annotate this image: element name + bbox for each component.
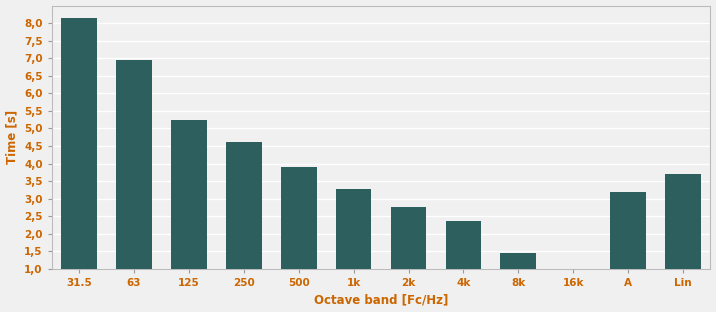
Bar — [500, 253, 536, 269]
Y-axis label: Time [s]: Time [s] — [6, 110, 19, 164]
Bar — [556, 269, 591, 301]
Bar — [226, 142, 262, 269]
Bar — [62, 18, 97, 269]
X-axis label: Octave band [Fc/Hz]: Octave band [Fc/Hz] — [314, 294, 448, 306]
Bar — [391, 207, 427, 269]
Bar — [116, 60, 152, 269]
Bar — [281, 167, 316, 269]
Bar — [336, 189, 372, 269]
Bar — [445, 222, 481, 269]
Bar — [171, 120, 207, 269]
Bar — [610, 192, 646, 269]
Bar — [665, 174, 701, 269]
